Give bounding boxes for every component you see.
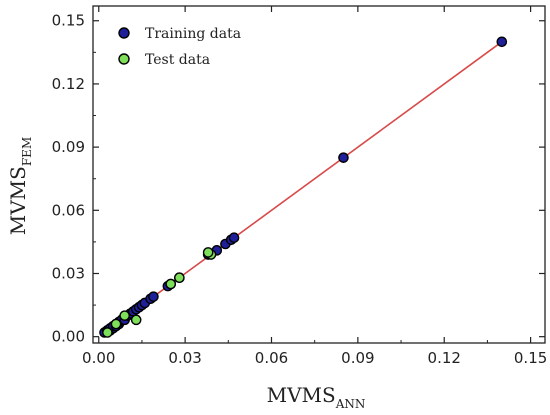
x-tick-label: 0.06 xyxy=(255,349,288,367)
y-tick-label: 0.15 xyxy=(52,12,85,30)
axes: 0.00 0.03 0.06 0.09 0.12 0.15 0.00 0.03 0.06 0.09… xyxy=(52,5,547,367)
x-tick-label: 0.00 xyxy=(82,349,115,367)
legend-label-training: Training data xyxy=(145,26,241,42)
legend-label-test: Test data xyxy=(145,52,210,68)
test-data-point xyxy=(110,318,122,330)
test-data-point xyxy=(119,310,130,321)
y-tick-label: 0.03 xyxy=(52,264,85,282)
y-axis-title-sub: FEM xyxy=(20,137,34,166)
training-data-point xyxy=(496,36,508,48)
x-axis-title-main: MVMS xyxy=(267,383,336,407)
training-data-point xyxy=(338,152,349,163)
x-axis-title: MVMSANN xyxy=(267,383,366,411)
y-axis-title-main: MVMS xyxy=(6,166,30,235)
training-data-point xyxy=(228,232,240,243)
test-data-point xyxy=(174,272,185,284)
x-tick-label: 0.15 xyxy=(514,349,547,367)
x-tick-label: 0.09 xyxy=(341,349,374,367)
x-tick-label: 0.12 xyxy=(428,349,461,367)
x-axis-title-sub: ANN xyxy=(335,397,366,411)
legend-marker-test xyxy=(118,53,130,65)
plot-frame xyxy=(92,5,546,344)
test-data-point xyxy=(165,278,177,290)
test-data-point xyxy=(102,327,113,338)
training-data-point xyxy=(148,291,159,302)
y-tick-label: 0.09 xyxy=(52,138,85,156)
x-tick-label: 0.03 xyxy=(168,349,201,367)
test-data-point xyxy=(202,247,214,258)
y-tick-label: 0.00 xyxy=(52,328,85,346)
y-axis-title: MVMSFEM xyxy=(6,137,34,235)
legend: Training data Test data xyxy=(118,26,241,68)
y-tick-label: 0.12 xyxy=(52,75,85,93)
data-points xyxy=(99,36,508,338)
y-tick-label: 0.06 xyxy=(52,201,85,219)
legend-marker-training xyxy=(118,27,130,39)
test-data-point xyxy=(130,314,142,326)
